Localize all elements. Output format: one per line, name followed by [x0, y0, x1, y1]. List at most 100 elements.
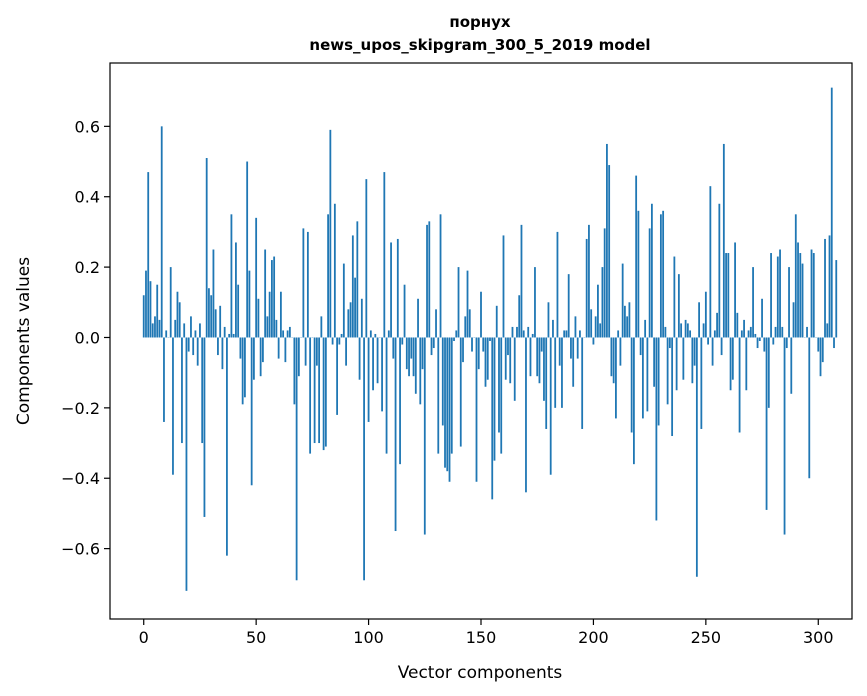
- bar-120: [412, 337, 415, 377]
- bar-250: [704, 291, 707, 338]
- bar-121: [414, 337, 417, 394]
- bar-218: [633, 337, 635, 465]
- bar-138: [453, 337, 455, 341]
- bar-50: [255, 217, 258, 338]
- bar-216: [628, 302, 631, 338]
- bar-210: [615, 337, 617, 419]
- bar-231: [662, 210, 665, 338]
- bar-303: [824, 238, 826, 338]
- bar-154: [489, 337, 491, 341]
- bar-122: [417, 298, 419, 338]
- bar-177: [540, 337, 543, 352]
- bar-274: [758, 337, 761, 341]
- bar-29: [208, 288, 210, 338]
- bar-160: [502, 235, 505, 338]
- bar-247: [698, 302, 700, 338]
- x-tick-label: 50: [246, 628, 266, 647]
- bar-112: [394, 337, 397, 532]
- bar-269: [747, 330, 750, 338]
- bar-293: [801, 263, 804, 338]
- bar-220: [637, 210, 640, 338]
- bar-130: [435, 309, 437, 338]
- bar-96: [358, 337, 361, 380]
- bar-307: [833, 337, 835, 349]
- bar-261: [729, 337, 732, 391]
- bar-135: [446, 337, 449, 472]
- bar-267: [743, 319, 745, 338]
- bar-38: [228, 333, 231, 338]
- bar-78: [318, 337, 321, 444]
- bar-143: [464, 316, 467, 338]
- bar-186: [561, 337, 563, 408]
- bar-189: [567, 274, 570, 338]
- bar-30: [210, 295, 213, 338]
- bar-98: [363, 337, 365, 581]
- bar-117: [405, 337, 408, 370]
- y-tick-label: 0.4: [75, 188, 100, 207]
- bar-268: [745, 337, 748, 391]
- bar-47: [248, 270, 251, 338]
- bar-17: [181, 337, 183, 444]
- bar-2: [147, 172, 150, 338]
- bar-276: [763, 337, 766, 352]
- bar-301: [819, 337, 822, 377]
- bar-68: [295, 337, 298, 581]
- bar-42: [237, 284, 240, 338]
- bar-148: [475, 337, 478, 482]
- bar-167: [518, 295, 521, 338]
- bar-296: [808, 337, 811, 479]
- bar-74: [309, 337, 312, 454]
- bar-19: [185, 337, 188, 591]
- bar-262: [731, 337, 734, 380]
- bar-107: [383, 172, 386, 338]
- bar-72: [304, 337, 307, 366]
- bar-22: [192, 337, 195, 356]
- bar-229: [657, 337, 660, 426]
- bar-205: [603, 228, 606, 338]
- bar-20: [187, 337, 190, 352]
- bar-49: [253, 337, 255, 380]
- bar-153: [486, 337, 489, 380]
- bar-208: [610, 337, 613, 377]
- bar-291: [797, 242, 799, 338]
- bar-251: [707, 337, 709, 345]
- bar-237: [675, 337, 678, 391]
- bar-43: [239, 337, 242, 359]
- bar-65: [288, 326, 291, 338]
- bar-28: [205, 158, 208, 338]
- bar-297: [810, 249, 813, 338]
- bar-176: [538, 337, 541, 384]
- bar-18: [183, 323, 186, 338]
- bar-258: [722, 143, 725, 338]
- bar-0: [142, 295, 145, 338]
- bar-59: [275, 319, 278, 338]
- bar-114: [399, 337, 401, 465]
- bar-39: [230, 214, 233, 338]
- bar-209: [612, 337, 615, 384]
- bar-200: [592, 337, 595, 345]
- bar-132: [439, 214, 442, 338]
- bar-185: [558, 337, 561, 366]
- bar-264: [736, 312, 739, 338]
- bar-156: [493, 337, 496, 461]
- bar-101: [369, 330, 372, 338]
- bar-87: [338, 337, 341, 345]
- bar-27: [203, 337, 206, 517]
- bar-193: [576, 337, 579, 359]
- bar-288: [790, 337, 793, 394]
- bar-106: [381, 337, 383, 412]
- bar-228: [655, 337, 658, 521]
- bar-285: [783, 337, 786, 535]
- bar-77: [315, 337, 318, 366]
- bar-256: [718, 203, 721, 338]
- bar-48: [250, 337, 253, 486]
- bar-134: [444, 337, 446, 468]
- bar-169: [522, 330, 525, 338]
- bar-103: [374, 333, 377, 338]
- x-tick-label: 250: [691, 628, 722, 647]
- bar-271: [752, 267, 754, 338]
- bar-298: [812, 253, 815, 338]
- bar-3: [149, 281, 152, 338]
- bar-35: [221, 337, 224, 370]
